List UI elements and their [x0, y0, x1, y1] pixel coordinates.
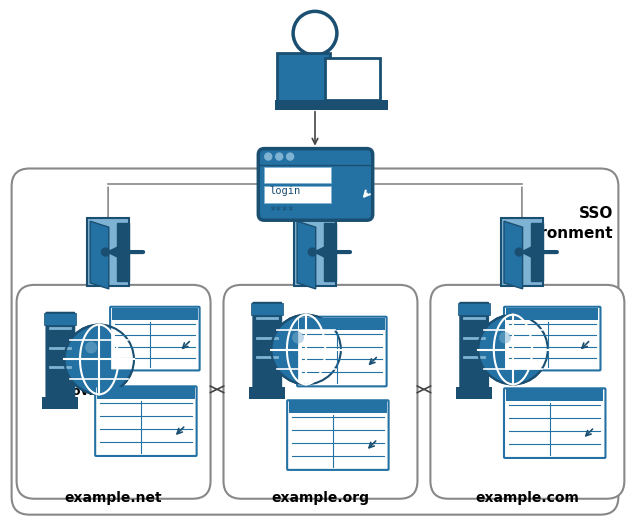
- Bar: [87, 218, 129, 286]
- Circle shape: [101, 248, 110, 256]
- Text: ****: ****: [269, 206, 294, 216]
- FancyBboxPatch shape: [504, 307, 600, 370]
- FancyBboxPatch shape: [224, 285, 418, 499]
- Polygon shape: [504, 221, 523, 289]
- Bar: [97, 387, 195, 399]
- Circle shape: [64, 325, 134, 394]
- Circle shape: [293, 12, 337, 55]
- FancyBboxPatch shape: [95, 386, 197, 456]
- Bar: [506, 308, 598, 320]
- FancyBboxPatch shape: [459, 302, 489, 388]
- Circle shape: [272, 315, 341, 385]
- Polygon shape: [324, 223, 336, 281]
- Polygon shape: [117, 223, 129, 281]
- FancyBboxPatch shape: [287, 400, 389, 470]
- Circle shape: [292, 331, 304, 343]
- Circle shape: [478, 315, 547, 385]
- Bar: [45, 313, 76, 325]
- Text: cookie
provider: cookie provider: [57, 369, 116, 398]
- Circle shape: [308, 248, 316, 256]
- Bar: [251, 303, 283, 315]
- Bar: [112, 308, 198, 320]
- Bar: [458, 303, 490, 315]
- FancyBboxPatch shape: [504, 388, 605, 458]
- Bar: [275, 100, 387, 110]
- Text: example.com: example.com: [475, 491, 579, 505]
- Polygon shape: [531, 223, 543, 281]
- Polygon shape: [90, 221, 109, 289]
- Polygon shape: [297, 221, 316, 289]
- Bar: [264, 186, 331, 204]
- Bar: [264, 167, 331, 184]
- FancyBboxPatch shape: [253, 302, 282, 388]
- FancyBboxPatch shape: [45, 312, 75, 398]
- Polygon shape: [277, 53, 330, 108]
- FancyBboxPatch shape: [258, 149, 373, 220]
- Circle shape: [515, 248, 523, 256]
- Bar: [289, 401, 387, 413]
- Text: example.net: example.net: [64, 491, 162, 505]
- Bar: [249, 387, 285, 399]
- Circle shape: [85, 341, 97, 353]
- Bar: [501, 218, 543, 286]
- Text: example.org: example.org: [271, 491, 369, 505]
- Bar: [456, 387, 492, 399]
- Bar: [294, 218, 336, 286]
- FancyBboxPatch shape: [110, 307, 200, 370]
- FancyBboxPatch shape: [297, 317, 387, 386]
- Bar: [42, 397, 78, 409]
- Bar: [299, 318, 385, 330]
- Bar: [325, 58, 380, 100]
- FancyBboxPatch shape: [11, 168, 619, 514]
- Circle shape: [265, 153, 272, 160]
- Circle shape: [287, 153, 294, 160]
- Circle shape: [276, 153, 283, 160]
- FancyBboxPatch shape: [16, 285, 210, 499]
- Text: SSO
environment: SSO environment: [504, 206, 614, 241]
- FancyBboxPatch shape: [430, 285, 624, 499]
- Text: login: login: [269, 186, 301, 196]
- Bar: [506, 389, 604, 401]
- Circle shape: [499, 331, 511, 343]
